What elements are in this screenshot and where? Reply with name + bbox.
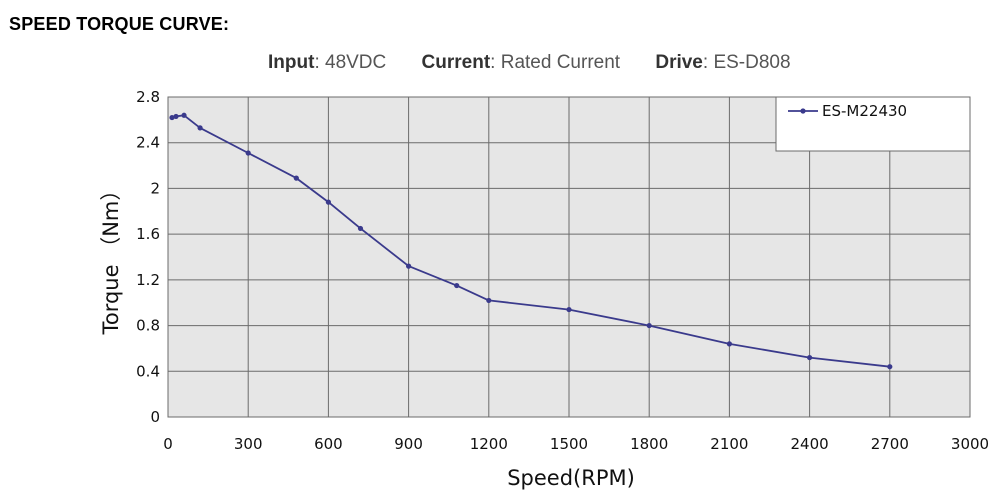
- y-tick-label: 0.4: [136, 362, 160, 380]
- data-point: [245, 150, 251, 156]
- y-tick-label: 0: [150, 408, 160, 426]
- y-tick-label: 2.4: [136, 134, 160, 152]
- data-point: [807, 354, 813, 361]
- input-key: Input: [268, 52, 315, 73]
- data-point: [181, 112, 187, 118]
- x-tick-label: 900: [394, 435, 423, 453]
- chart-heading: SPEED TORQUE CURVE:: [9, 14, 230, 34]
- data-point: [454, 282, 460, 289]
- y-axis-label: Torque （Nm）: [99, 180, 123, 336]
- x-tick-label: 600: [314, 435, 343, 453]
- x-tick-label: 2700: [871, 435, 909, 453]
- data-point: [325, 199, 331, 205]
- grid-lines: [167, 96, 971, 418]
- legend: ES-M22430: [775, 96, 971, 152]
- data-point: [646, 322, 652, 329]
- series-line: [171, 114, 890, 368]
- x-tick-label: 2400: [791, 435, 829, 453]
- data-point: [173, 113, 179, 120]
- drive-key: Drive: [655, 52, 703, 73]
- data-point: [197, 125, 203, 131]
- drive-value: ES-D808: [713, 52, 791, 73]
- current-value: Rated Current: [500, 52, 621, 73]
- data-point: [726, 341, 733, 347]
- legend-marker: [800, 108, 806, 114]
- data-point: [486, 297, 492, 304]
- x-tick-labels: 0 300 600 900 1200 1500 1800 2100 2400 2700 3000: [163, 435, 989, 453]
- data-point: [887, 364, 893, 370]
- data-point: [293, 175, 299, 181]
- y-tick-label: 1.2: [136, 271, 160, 289]
- input-value: 48VDC: [325, 52, 387, 73]
- chart-subtitle: Input: 48VDC Current: Rated Current Driv…: [268, 52, 791, 73]
- data-point: [357, 225, 364, 232]
- data-point: [169, 114, 175, 121]
- x-axis-label: Speed(RPM): [507, 466, 635, 490]
- y-tick-label: 2: [150, 179, 160, 197]
- data-point: [406, 263, 412, 269]
- y-tick-label: 2.8: [136, 88, 160, 106]
- current-key: Current: [421, 52, 491, 73]
- series-layer: [169, 112, 893, 370]
- legend-entry-label: ES-M22430: [822, 102, 907, 120]
- x-tick-label: 0: [163, 435, 173, 453]
- x-tick-label: 1200: [470, 435, 508, 453]
- x-tick-label: 2100: [710, 435, 748, 453]
- data-point: [566, 306, 572, 313]
- legend-box: [775, 96, 971, 152]
- x-tick-label: 1500: [550, 435, 588, 453]
- x-tick-label: 3000: [951, 435, 989, 453]
- y-tick-label: 1.6: [136, 225, 160, 243]
- y-tick-label: 0.8: [136, 317, 160, 335]
- x-tick-label: 300: [234, 435, 263, 453]
- x-tick-label: 1800: [630, 435, 668, 453]
- y-tick-labels: 0 0.4 0.8 1.2 1.6 2 2.4 2.8: [136, 88, 160, 426]
